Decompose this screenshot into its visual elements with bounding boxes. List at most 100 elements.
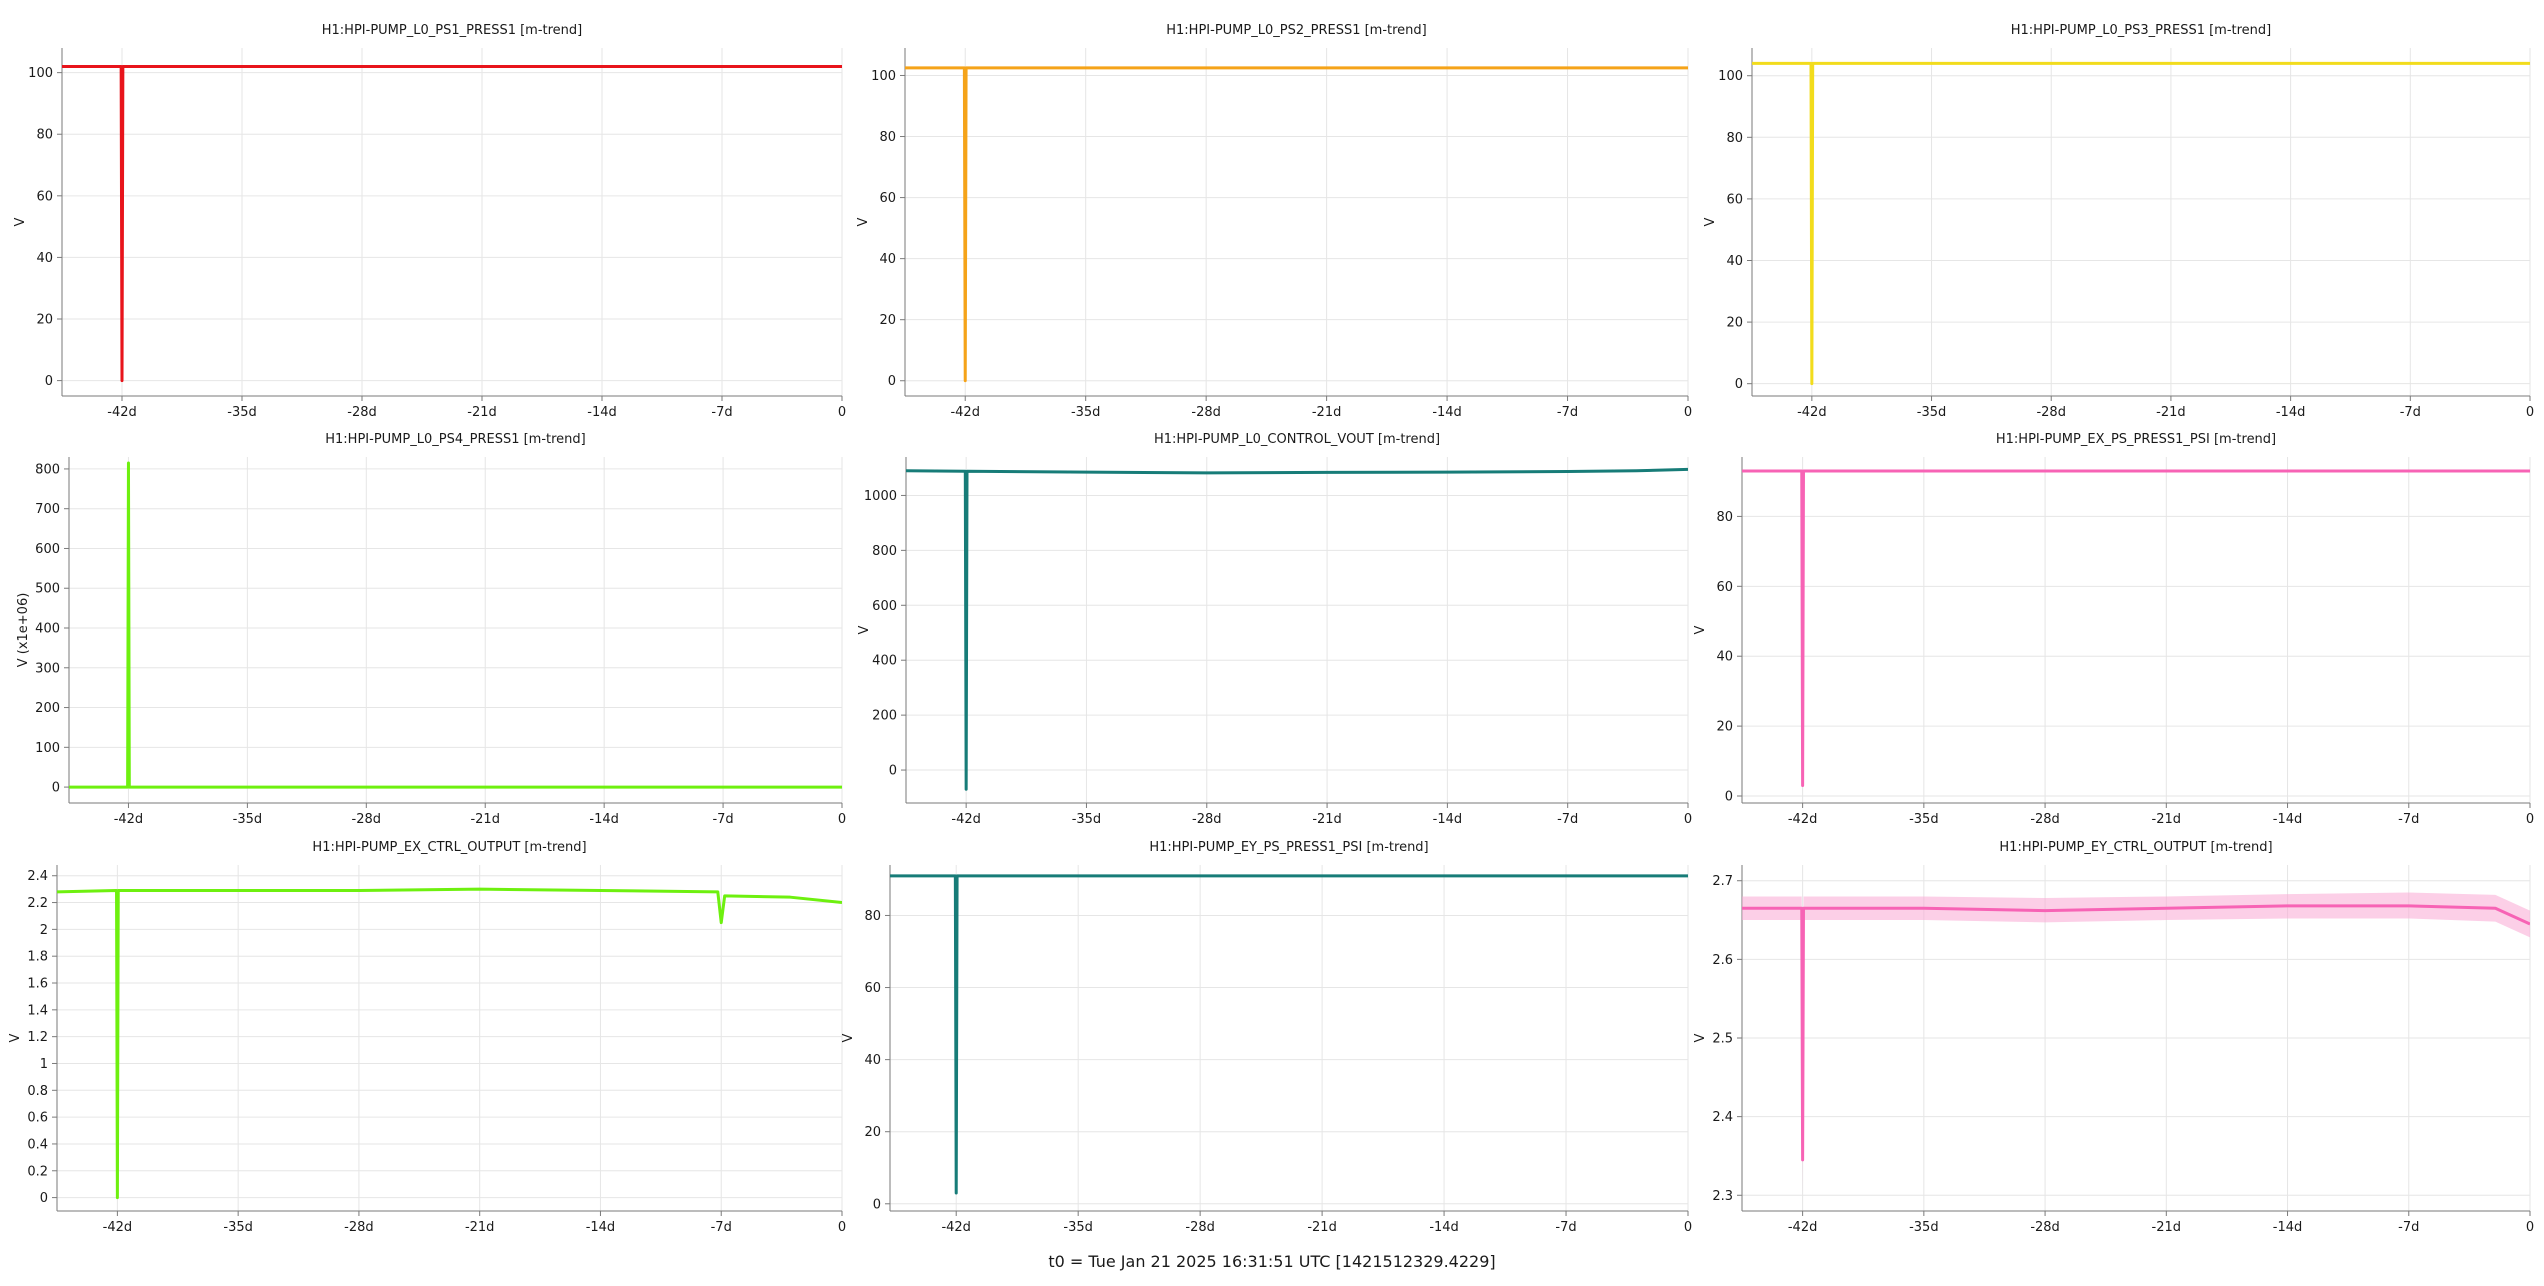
y-tick-label: 20 [36,313,53,328]
y-tick-label: 400 [872,654,897,669]
y-tick-label: 1.8 [27,950,48,965]
y-tick-label: 2.4 [27,869,48,884]
y-tick-label: 100 [1718,69,1743,84]
x-tick-label: -7d [711,405,732,420]
y-tick-label: 60 [1726,192,1743,207]
series-line [1742,469,2530,788]
x-tick-label: -14d [2276,405,2306,420]
y-tick-label: 0 [1735,377,1743,392]
x-tick-label: -7d [2398,1220,2419,1235]
x-tick-label: -35d [1063,1220,1093,1235]
series-line [57,887,842,1200]
y-tick-label: 1.2 [27,1030,48,1045]
x-tick-label: -21d [1307,1220,1337,1235]
y-tick-label: 0 [889,764,897,779]
y-tick-label: 40 [1726,254,1743,269]
y-tick-label: 100 [35,741,60,756]
chart-title: H1:HPI-PUMP_L0_PS1_PRESS1 [m-trend] [322,23,583,38]
x-tick-label: -14d [1429,1220,1459,1235]
y-tick-label: 80 [879,130,896,145]
x-tick-label: -14d [2273,812,2303,827]
y-tick-label: 0.6 [27,1111,48,1126]
x-tick-label: -7d [2400,405,2421,420]
x-tick-label: 0 [1684,1220,1692,1235]
plot-area [57,887,842,1200]
x-tick-label: -14d [589,812,619,827]
y-tick-label: 2.3 [1712,1189,1733,1204]
x-tick-label: -42d [950,405,980,420]
x-tick-label: -28d [1185,1220,1215,1235]
y-tick-label: 40 [879,252,896,267]
x-tick-label: -35d [1072,812,1102,827]
x-tick-label: -21d [1312,812,1342,827]
x-tick-label: -35d [227,405,257,420]
y-tick-label: 0 [888,374,896,389]
y-tick-label: 0 [45,374,53,389]
x-tick-label: -28d [352,812,382,827]
x-tick-label: -28d [2036,405,2066,420]
x-tick-label: -14d [1432,405,1462,420]
y-tick-label: 300 [35,661,60,676]
y-tick-label: 2 [40,923,48,938]
plot-area [1742,892,2530,1196]
chart-panel-9: -42d -35d -28d -21d -14d -7d 0 2.3 2.4 2.5 2.6 2.7 H… [1693,840,2534,1235]
y-tick-label: 2.6 [1712,953,1733,968]
plot-area [890,874,1688,1195]
x-tick-label: -28d [1191,405,1221,420]
y-tick-label: 60 [1716,580,1733,595]
plot-area [906,467,1688,791]
series-line [1752,61,2530,386]
x-tick-label: -35d [223,1220,253,1235]
y-tick-label: 400 [35,622,60,637]
x-tick-label: -35d [233,812,263,827]
chart-panel-1: -42d -35d -28d -21d -14d -7d 0 0 20 40 60 80 100 H1:H… [13,23,846,420]
x-tick-label: -28d [2030,1220,2060,1235]
y-tick-label: 20 [864,1125,881,1140]
chart-title: H1:HPI-PUMP_L0_PS2_PRESS1 [m-trend] [1166,23,1427,38]
series-line [906,467,1688,791]
x-tick-label: 0 [838,812,846,827]
plot-area [62,64,842,383]
chart-panel-3: -42d -35d -28d -21d -14d -7d 0 0 20 40 60 80 100 H1:H… [1703,23,2534,420]
x-tick-label: 0 [2526,812,2534,827]
y-tick-label: 0.8 [27,1084,48,1099]
y-tick-label: 80 [36,128,53,143]
x-tick-label: -42d [103,1220,133,1235]
y-tick-label: 20 [1716,720,1733,735]
x-tick-label: -42d [941,1220,971,1235]
y-tick-label: 2.5 [1712,1032,1733,1047]
x-tick-label: -21d [2156,405,2186,420]
chart-panel-6: -42d -35d -28d -21d -14d -7d 0 0 20 40 60 80 H1:HPI-… [1693,432,2534,827]
y-tick-label: 1.4 [27,1003,48,1018]
x-tick-label: -42d [951,812,981,827]
plot-area [1742,469,2530,788]
y-tick-label: 0 [40,1191,48,1206]
x-tick-label: -35d [1917,405,1947,420]
y-tick-label: 60 [879,191,896,206]
y-tick-label: 20 [879,313,896,328]
chart-panel-4: -42d -35d -28d -21d -14d -7d 0 0 100 200 300 400 500… [16,432,846,827]
x-tick-label: -7d [2398,812,2419,827]
x-tick-label: 0 [838,1220,846,1235]
plot-area [1752,61,2530,386]
time-origin-caption: t0 = Tue Jan 21 2025 16:31:51 UTC [14215… [1048,1252,1496,1271]
x-tick-label: -35d [1909,1220,1939,1235]
y-tick-label: 1.6 [27,977,48,992]
x-tick-label: -14d [2273,1220,2303,1235]
x-tick-label: -28d [344,1220,374,1235]
y-tick-label: 40 [36,251,53,266]
x-tick-label: -7d [712,812,733,827]
y-axis-label: V [1703,217,1718,226]
plot-area [69,461,842,789]
y-tick-label: 60 [864,981,881,996]
y-tick-label: 0 [873,1197,881,1212]
x-tick-label: -7d [1557,812,1578,827]
x-tick-label: -28d [1192,812,1222,827]
x-tick-label: -14d [1433,812,1463,827]
series-line [1742,904,2530,1162]
y-tick-label: 0 [52,781,60,796]
y-tick-label: 500 [35,582,60,597]
x-tick-label: -14d [586,1220,616,1235]
